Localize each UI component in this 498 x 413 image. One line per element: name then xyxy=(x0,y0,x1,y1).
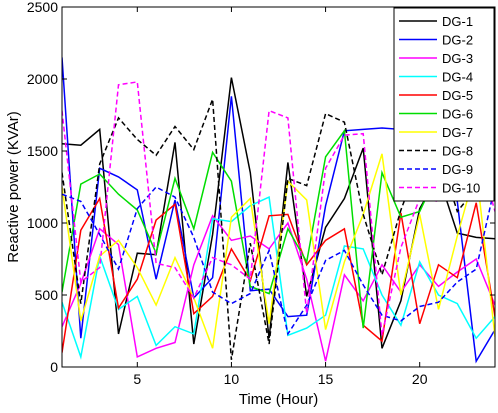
series-line-dg-9 xyxy=(62,185,495,336)
legend-label-dg-4: DG-4 xyxy=(442,70,473,85)
legend-label-dg-5: DG-5 xyxy=(442,88,473,103)
y-tick-label: 2000 xyxy=(27,71,58,87)
y-tick-label: 2500 xyxy=(27,0,58,15)
legend-label-dg-9: DG-9 xyxy=(442,162,473,177)
y-tick-label: 0 xyxy=(50,359,58,375)
x-tick-label: 10 xyxy=(224,371,240,387)
legend-label-dg-3: DG-3 xyxy=(442,51,473,66)
y-tick-label: 1000 xyxy=(27,215,58,231)
x-tick-label: 5 xyxy=(133,371,141,387)
series-line-dg-4 xyxy=(62,195,495,360)
series-line-dg-7 xyxy=(62,153,495,349)
x-tick-label: 15 xyxy=(318,371,334,387)
series-line-dg-3 xyxy=(62,214,495,362)
plot-area xyxy=(62,57,495,364)
x-tick-label: 20 xyxy=(412,371,428,387)
legend-label-dg-6: DG-6 xyxy=(442,107,473,122)
legend: DG-1 DG-2 DG-3 DG-4 DG-5 DG-6 DG-7 DG-8 DG-9 DG-1… xyxy=(393,7,495,202)
y-tick-label: 1500 xyxy=(27,143,58,159)
legend-label-dg-7: DG-7 xyxy=(442,125,473,140)
legend-label-dg-8: DG-8 xyxy=(442,144,473,159)
x-axis-title: Time (Hour) xyxy=(239,391,318,408)
legend-label-dg-1: DG-1 xyxy=(442,14,473,29)
series-line-dg-5 xyxy=(62,196,495,353)
axes: 0 500 1000 1500 2000 2500 5 10 15 20 xyxy=(27,0,496,387)
legend-label-dg-2: DG-2 xyxy=(442,33,473,48)
y-axis-title: Reactive power (KVAr) xyxy=(5,111,22,262)
y-tick-label: 500 xyxy=(35,287,59,303)
series-line-dg-10 xyxy=(62,81,495,336)
legend-label-dg-10: DG-10 xyxy=(442,181,480,196)
plot-frame xyxy=(61,6,496,368)
